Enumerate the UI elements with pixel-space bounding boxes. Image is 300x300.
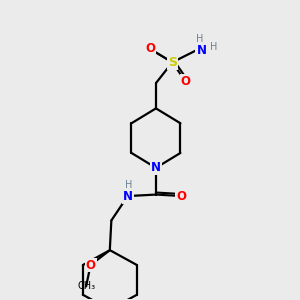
Text: N: N — [123, 190, 133, 202]
Text: CH₃: CH₃ — [77, 281, 95, 291]
Text: S: S — [168, 56, 177, 69]
Text: O: O — [145, 42, 155, 56]
Text: H: H — [196, 34, 203, 44]
Text: N: N — [151, 161, 161, 174]
Text: O: O — [176, 190, 186, 202]
Text: H: H — [210, 43, 217, 52]
Text: O: O — [181, 75, 191, 88]
Text: O: O — [85, 259, 96, 272]
Text: N: N — [196, 44, 206, 57]
Text: H: H — [124, 180, 132, 190]
